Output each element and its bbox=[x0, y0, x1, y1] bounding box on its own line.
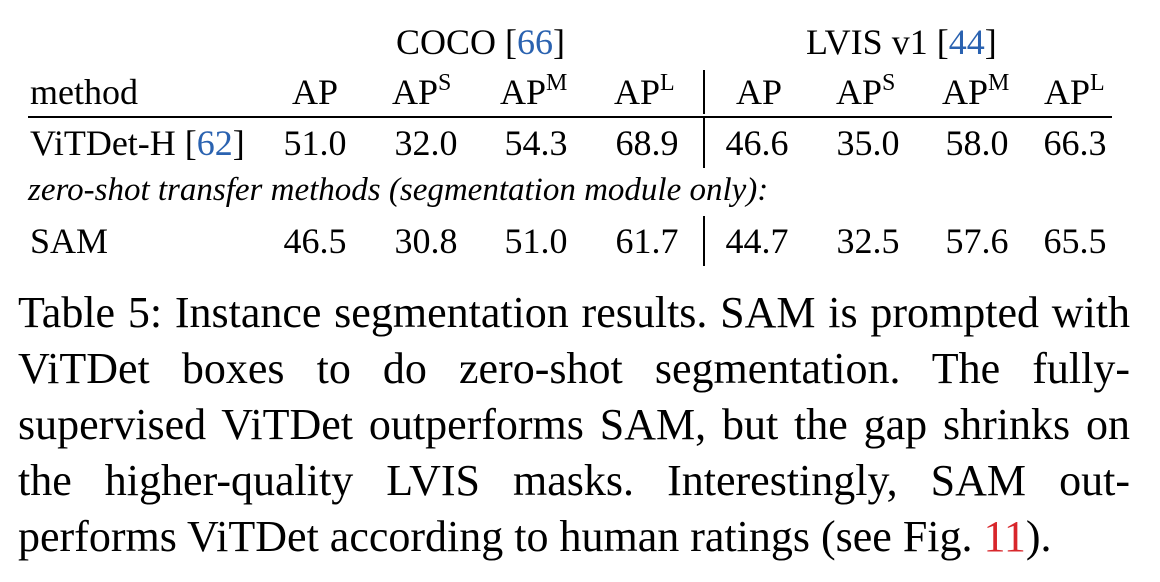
header-ap-text: AP bbox=[392, 72, 439, 112]
caption-text-end: ). bbox=[1025, 512, 1052, 561]
table-cell: 30.8 bbox=[394, 221, 458, 261]
column-header-coco-apl: APL bbox=[614, 71, 675, 112]
caption-text: Instance segmentation results. SAM is pr… bbox=[18, 288, 1131, 561]
table-cell: 58.0 bbox=[945, 123, 1009, 163]
header-subscript: S bbox=[438, 70, 452, 96]
citation-link[interactable]: 44 bbox=[948, 22, 985, 62]
column-header-lvis-ap: AP bbox=[736, 74, 782, 110]
header-subscript: S bbox=[882, 70, 896, 96]
header-subscript: L bbox=[660, 70, 675, 96]
citation-link[interactable]: 62 bbox=[196, 123, 233, 163]
header-rule bbox=[28, 116, 1112, 118]
column-header-lvis-aps: APS bbox=[836, 71, 895, 112]
column-separator bbox=[703, 118, 705, 168]
group-header-coco: COCO [66] bbox=[396, 22, 566, 62]
header-ap-text: AP bbox=[500, 72, 547, 112]
header-ap-text: AP bbox=[614, 72, 661, 112]
table-cell: 68.9 bbox=[615, 123, 679, 163]
caption-label: Table 5: bbox=[18, 288, 163, 337]
table-cell: 65.5 bbox=[1043, 221, 1107, 261]
citation-link[interactable]: 66 bbox=[517, 22, 554, 62]
header-ap-text: AP bbox=[736, 72, 783, 112]
table-cell: 61.7 bbox=[615, 221, 679, 261]
header-subscript: M bbox=[988, 70, 1010, 96]
table-cell: 32.5 bbox=[836, 221, 900, 261]
caption-paragraph: Table 5: Instance segmentation results. … bbox=[18, 285, 1130, 565]
figure-reference-link[interactable]: 11 bbox=[983, 512, 1026, 561]
table-cell: 46.6 bbox=[725, 123, 789, 163]
table-caption: Table 5: Instance segmentation results. … bbox=[18, 285, 1130, 565]
table-cell: 51.0 bbox=[504, 221, 568, 261]
table-cell: 57.6 bbox=[945, 221, 1009, 261]
table-cell: 51.0 bbox=[283, 123, 347, 163]
column-header-lvis-apl: APL bbox=[1044, 71, 1105, 112]
column-header-coco-ap: AP bbox=[292, 74, 338, 110]
group-header-lvis: LVIS v1 [44] bbox=[806, 22, 997, 62]
column-header-method: method bbox=[30, 72, 138, 112]
table-cell: 35.0 bbox=[836, 123, 900, 163]
table-cell: 54.3 bbox=[504, 123, 568, 163]
column-separator bbox=[703, 70, 705, 114]
table-cell: 66.3 bbox=[1043, 123, 1107, 163]
row-method-sam: SAM bbox=[30, 223, 108, 259]
header-ap-text: AP bbox=[942, 72, 989, 112]
header-ap-text: AP bbox=[1044, 72, 1091, 112]
header-ap-text: AP bbox=[836, 72, 883, 112]
header-ap-text: AP bbox=[292, 72, 339, 112]
header-subscript: M bbox=[546, 70, 568, 96]
column-header-coco-aps: APS bbox=[392, 71, 451, 112]
column-header-lvis-apm: APM bbox=[942, 71, 1009, 112]
column-separator bbox=[703, 216, 705, 266]
results-table: COCO [66] LVIS v1 [44] method AP APS APM… bbox=[0, 0, 1160, 280]
table-cell: 46.5 bbox=[283, 221, 347, 261]
group-name-coco: COCO bbox=[396, 22, 497, 62]
method-name: ViTDet-H bbox=[30, 123, 176, 163]
method-name: SAM bbox=[30, 221, 109, 261]
section-label: zero-shot transfer methods (segmentation… bbox=[28, 172, 769, 208]
column-header-coco-apm: APM bbox=[500, 71, 567, 112]
table-cell: 32.0 bbox=[394, 123, 458, 163]
table-cell: 44.7 bbox=[725, 221, 789, 261]
group-name-lvis: LVIS v1 bbox=[806, 22, 928, 62]
row-method-vitdet: ViTDet-H [62] bbox=[30, 123, 245, 163]
header-subscript: L bbox=[1090, 70, 1105, 96]
